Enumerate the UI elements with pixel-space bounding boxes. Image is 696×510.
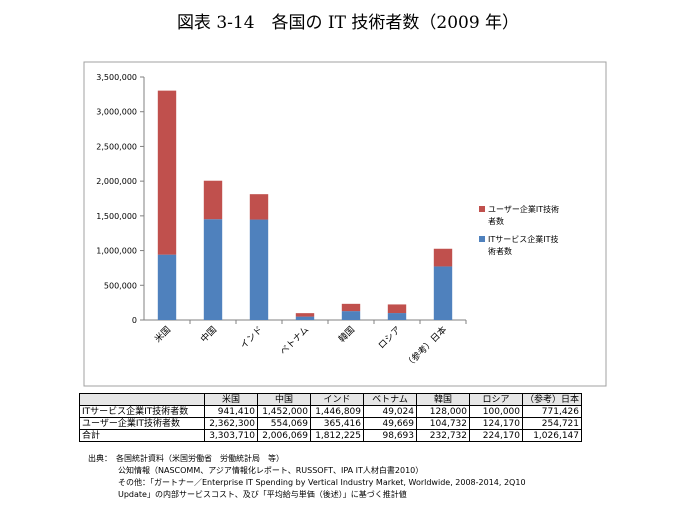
bar-segment-it-service xyxy=(295,316,315,320)
table-row-label: ITサービス企業IT技術者数 xyxy=(79,405,205,418)
table-header-cell: インド xyxy=(310,393,364,406)
bar-segment-it-service xyxy=(387,313,407,320)
y-tick-label: 1,500,000 xyxy=(96,212,137,221)
table-cell: 100,000 xyxy=(469,405,523,418)
table-cell: 124,170 xyxy=(469,417,523,430)
table-header-cell: ロシア xyxy=(469,393,523,406)
table-header-row: 米国 中国 インド ベトナム 韓国 ロシア （参考）日本 xyxy=(79,393,583,406)
bar-segment-user-company xyxy=(387,304,407,314)
table-row: ITサービス企業IT技術者数 941,410 1,452,000 1,446,8… xyxy=(79,405,583,418)
table-cell: 365,416 xyxy=(310,417,364,430)
table-cell: 771,426 xyxy=(521,405,583,418)
y-tick-label: 2,000,000 xyxy=(96,177,137,186)
table-cell: 49,024 xyxy=(363,405,417,418)
table-header-cell: （参考）日本 xyxy=(521,393,583,406)
bar-segment-it-service xyxy=(203,219,223,320)
table-row-label: ユーザー企業IT技術者数 xyxy=(79,417,205,430)
table-cell: 104,732 xyxy=(416,417,470,430)
table-cell: 232,732 xyxy=(416,429,470,442)
source-notes: 出典： 各国統計資料（米国労働省 労働統計局 等） 公知情報（NASCOMM、ア… xyxy=(88,453,678,501)
y-axis: 0 500,000 1,000,000 1,500,000 2,000,000 2,500… xyxy=(96,73,145,325)
legend-swatch xyxy=(479,206,485,212)
bar-segment-it-service xyxy=(249,219,269,320)
table-cell: 49,669 xyxy=(363,417,417,430)
table-header-cell: 中国 xyxy=(257,393,311,406)
table-row-total: 合計 3,303,710 2,006,069 1,812,225 98,693 … xyxy=(79,429,583,442)
y-tick-label: 0 xyxy=(132,316,137,325)
legend-swatch xyxy=(479,236,485,242)
table-header-cell: 韓国 xyxy=(416,393,470,406)
bar-segment-user-company xyxy=(295,313,315,317)
table-cell: 254,721 xyxy=(521,417,583,430)
table-cell: 941,410 xyxy=(204,405,258,418)
legend-label: 術者数 xyxy=(488,246,512,256)
table-cell: 1,446,809 xyxy=(310,405,364,418)
table-row: ユーザー企業IT技術者数 2,362,300 554,069 365,416 4… xyxy=(79,417,583,430)
source-line: その他：「ガートナー／Enterprise IT Spending by Ver… xyxy=(118,478,526,487)
table-cell: 1,026,147 xyxy=(521,429,583,442)
table-cell: 3,303,710 xyxy=(204,429,258,442)
figure-title: 図表 3-14 各国の IT 技術者数（2009 年） xyxy=(176,13,520,33)
table-cell: 2,006,069 xyxy=(257,429,311,442)
bar-segment-user-company xyxy=(249,194,269,220)
bars xyxy=(157,90,453,320)
table-cell: 1,452,000 xyxy=(257,405,311,418)
table-header-cell: 米国 xyxy=(204,393,258,406)
y-tick-label: 3,000,000 xyxy=(96,108,137,117)
data-table: 米国 中国 インド ベトナム 韓国 ロシア （参考）日本 ITサービス企業IT技… xyxy=(79,393,583,442)
bar-segment-user-company xyxy=(203,180,223,220)
table-cell: 98,693 xyxy=(363,429,417,442)
bar-segment-it-service xyxy=(157,254,177,320)
bar-segment-it-service xyxy=(433,266,453,320)
table-cell: 128,000 xyxy=(416,405,470,418)
source-line: Update」の内部サービスコスト、及び「平均給与単価（後述）」に基づく推計値 xyxy=(118,490,407,499)
source-line: 出典： 各国統計資料（米国労働省 労働統計局 等） xyxy=(88,454,284,463)
bar-segment-user-company xyxy=(157,90,177,255)
table-header-cell xyxy=(79,393,205,406)
table-row-label: 合計 xyxy=(79,429,205,442)
y-tick-label: 3,500,000 xyxy=(96,73,137,82)
table-cell: 224,170 xyxy=(469,429,523,442)
source-line: 公知情報（NASCOMM、アジア情報化レポート、RUSSOFT、IPA IT人材… xyxy=(118,466,424,475)
bar-segment-user-company xyxy=(433,248,453,267)
table-cell: 1,812,225 xyxy=(310,429,364,442)
table-header-cell: ベトナム xyxy=(363,393,417,406)
legend-label: ユーザー企業IT技術 xyxy=(488,204,559,214)
table-cell: 554,069 xyxy=(257,417,311,430)
legend: ユーザー企業IT技術者数 ITサービス企業IT技術者数 xyxy=(479,204,559,256)
bar-segment-user-company xyxy=(341,303,361,312)
y-tick-label: 2,500,000 xyxy=(96,142,137,151)
y-tick-label: 500,000 xyxy=(104,281,137,290)
table-cell: 2,362,300 xyxy=(204,417,258,430)
bar-segment-it-service xyxy=(341,311,361,320)
stacked-bar-chart: 0 500,000 1,000,000 1,500,000 2,000,000 2,500… xyxy=(83,61,607,387)
y-tick-label: 1,000,000 xyxy=(96,247,137,256)
legend-label: 者数 xyxy=(488,216,504,226)
legend-label: ITサービス企業IT技 xyxy=(488,234,559,244)
